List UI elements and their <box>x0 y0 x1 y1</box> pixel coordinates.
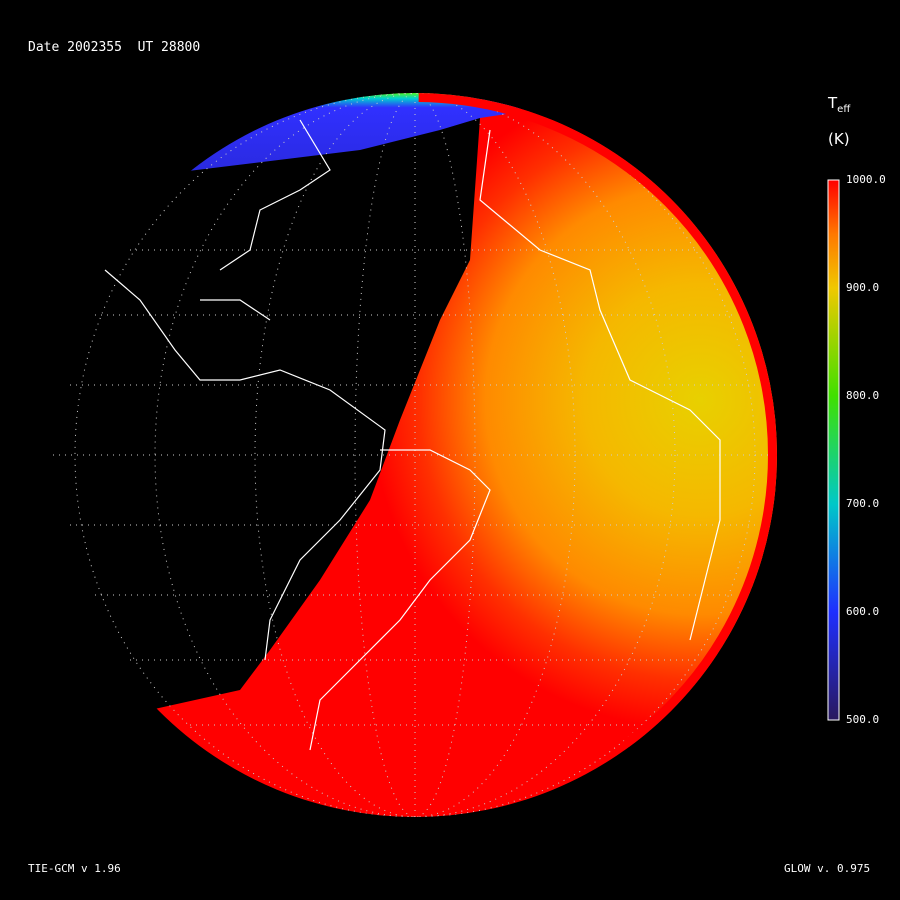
colorbar-tick: 1000.0 <box>846 173 886 186</box>
colorbar-title-sub: eff <box>837 104 851 115</box>
limb-ring <box>53 93 777 817</box>
colorbar-title-main: T <box>828 94 838 112</box>
graticule <box>53 93 777 817</box>
colorbar-title: Teff <box>828 94 850 115</box>
model-version-right: GLOW v. 0.975 <box>784 862 871 875</box>
colorbar-tick: 700.0 <box>846 497 880 510</box>
colorbar-units: (K) <box>828 130 850 148</box>
colorbar-tick: 900.0 <box>846 281 880 294</box>
colorbar-tick: 800.0 <box>846 389 880 402</box>
coastlines <box>104 119 721 751</box>
colorbar-tick: 500.0 <box>846 713 880 726</box>
colorbar <box>827 179 840 721</box>
model-version-left: TIE-GCM v 1.96 <box>28 862 121 875</box>
polar-cap-region <box>180 93 520 172</box>
colorbar-tick: 600.0 <box>846 605 880 618</box>
date-label: Date 2002355 UT 28800 <box>28 40 201 55</box>
